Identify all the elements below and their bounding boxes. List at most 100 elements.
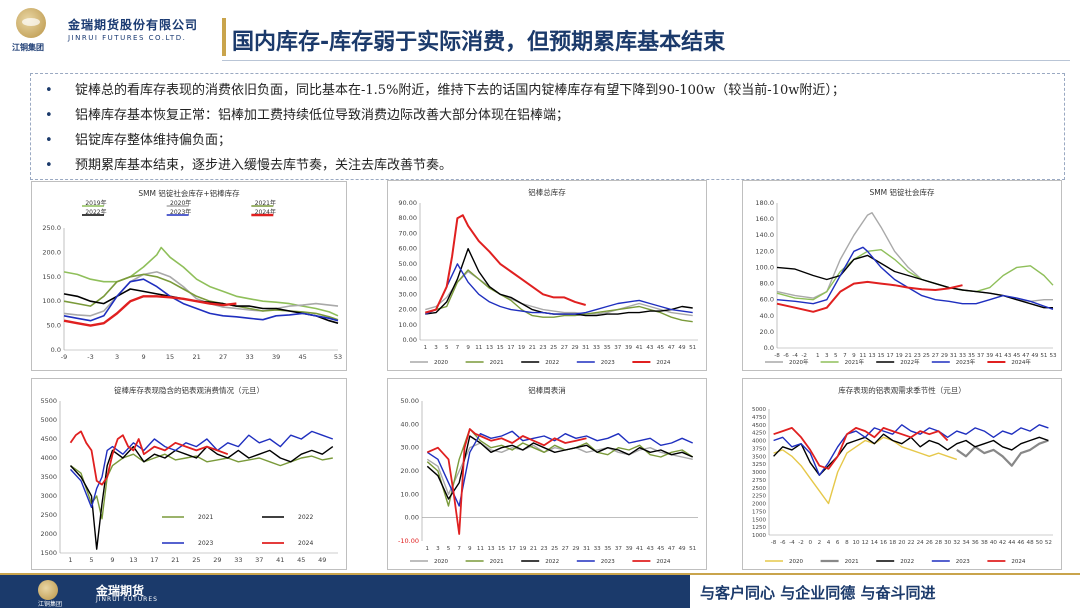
- series-line-2023: [425, 263, 693, 315]
- page-title: 国内库存-库存弱于实际消费，但预期累库基本结束: [232, 30, 726, 55]
- x-tick-label: 38: [981, 540, 989, 546]
- y-tick-label: 50.00: [400, 397, 419, 405]
- x-tick-label: 9: [468, 546, 472, 552]
- x-tick-label: 13: [868, 353, 876, 359]
- y-tick-label: 1250: [752, 525, 766, 531]
- y-tick-label: 80.00: [398, 214, 417, 222]
- y-tick-label: 1500: [752, 517, 766, 523]
- chart-svg: 锭棒库存表现隐含的铝表观消费情况（元旦） 1500 2000 2500 3000 3500…: [40, 385, 338, 564]
- y-tick-label: 3000: [40, 492, 57, 500]
- x-tick-label: 37: [615, 546, 623, 552]
- y-tick-label: 3500: [752, 454, 766, 460]
- y-tick-label: 5000: [40, 416, 57, 424]
- series-line-2020: [773, 436, 958, 505]
- x-tick-label: 33: [234, 556, 242, 564]
- x-tick-label: 51: [689, 546, 697, 552]
- y-tick-label: 50.00: [398, 260, 417, 268]
- chart-title: 库存表现的铝表观需求季节性（元旦）: [838, 385, 966, 395]
- chart-svg: 铝棒周表消 -10.00 0.00 10.00 20.00 30.00 40.00 50.00…: [398, 385, 698, 565]
- x-tick-label: 10: [852, 540, 860, 546]
- x-tick-label: 8: [845, 540, 849, 546]
- x-tick-label: 29: [213, 556, 221, 564]
- series-line-2022: [426, 435, 693, 500]
- x-tick-label: -4: [792, 353, 798, 359]
- y-tick-label: 150.0: [42, 273, 61, 281]
- chart-svg: 库存表现的铝表观需求季节性（元旦）10001250150017502000225…: [752, 385, 1053, 565]
- x-tick-label: 35: [968, 353, 976, 359]
- y-tick-label: 4250: [752, 431, 766, 437]
- bullet-dot-icon: •: [45, 133, 53, 148]
- y-tick-label: 10.00: [400, 490, 419, 498]
- y-tick-label: 3000: [752, 470, 766, 476]
- x-tick-label: 27: [219, 353, 227, 361]
- x-tick-label: 1: [426, 546, 430, 552]
- x-tick-label: 34: [962, 540, 970, 546]
- y-tick-label: 50.0: [47, 322, 61, 330]
- x-tick-label: 52: [1045, 540, 1052, 546]
- logo-group-name: 江铜集团: [12, 43, 44, 52]
- x-tick-label: 25: [192, 556, 200, 564]
- chart-aluminium-bar-weekly-consumption: 铝棒周表消 -10.00 0.00 10.00 20.00 30.00 40.00 50.00…: [387, 378, 707, 570]
- x-tick-label: 7: [456, 345, 460, 351]
- x-tick-label: 3: [115, 353, 119, 361]
- x-tick-label: 33: [593, 345, 601, 351]
- x-tick-label: 49: [318, 556, 326, 564]
- series-line-2024: [425, 214, 586, 314]
- legend-label: 2023: [601, 360, 615, 366]
- x-tick-label: 15: [497, 345, 505, 351]
- x-tick-label: -4: [789, 540, 795, 546]
- y-tick-label: 2250: [752, 494, 766, 500]
- x-tick-label: 49: [678, 345, 686, 351]
- footer-company-name: 金瑞期货: [96, 584, 145, 598]
- x-tick-label: -6: [783, 353, 789, 359]
- legend-label: 2021: [490, 360, 504, 366]
- x-tick-label: 0: [808, 540, 812, 546]
- x-tick-label: 11: [859, 353, 867, 359]
- y-tick-label: -10.00: [398, 537, 419, 545]
- y-tick-label: 3500: [40, 473, 57, 481]
- x-tick-label: -8: [771, 540, 777, 546]
- series-line-2021: [70, 453, 333, 520]
- y-tick-label: 0.00: [403, 336, 417, 344]
- chart-implied-apparent-consumption: 锭棒库存表现隐含的铝表观消费情况（元旦） 1500 2000 2500 3000 3500…: [31, 378, 347, 570]
- x-tick-label: 5: [445, 345, 449, 351]
- chart-title: 铝棒总库存: [528, 187, 566, 197]
- title-divider: [222, 60, 1070, 61]
- x-tick-label: 13: [487, 546, 495, 552]
- logo-company-name: 金瑞期货股份有限公司: [68, 18, 199, 32]
- x-tick-label: -2: [801, 353, 807, 359]
- x-tick-label: 7: [843, 353, 847, 359]
- x-tick-label: 29: [571, 345, 579, 351]
- footer-emblem-icon: [38, 580, 58, 600]
- x-tick-label: 7: [457, 546, 461, 552]
- x-tick-label: 17: [507, 345, 515, 351]
- chart-aluminium-bar-total-inventory: 铝棒总库存 0.00 10.00 20.00 30.00 40.00 50.00 60.00 7…: [387, 180, 707, 371]
- series-line-2023年: [63, 278, 339, 322]
- series-line-2022年: [776, 254, 1053, 309]
- y-tick-label: 3250: [752, 462, 766, 468]
- y-tick-label: 4000: [752, 439, 766, 445]
- y-tick-label: 90.00: [398, 199, 417, 207]
- x-tick-label: 13: [129, 556, 137, 564]
- x-tick-label: -6: [780, 540, 786, 546]
- bullet-item: • 铝锭库存整体维持偏负面；: [45, 128, 1050, 153]
- series-line-2022: [69, 445, 334, 550]
- y-tick-label: 4500: [40, 435, 57, 443]
- series-line-2022: [425, 247, 693, 317]
- bullet-text: 铝锭库存整体维持偏负面；: [75, 133, 232, 148]
- y-tick-label: 140.0: [755, 231, 774, 239]
- x-tick-label: 1: [424, 345, 428, 351]
- x-tick-label: 4: [827, 540, 831, 546]
- x-tick-label: 23: [539, 345, 547, 351]
- legend-label: 2023年: [956, 358, 976, 366]
- legend-label: 2022年: [900, 358, 920, 366]
- y-tick-label: 40.00: [400, 420, 419, 428]
- y-tick-label: 180.0: [755, 199, 774, 207]
- series-line-2022: [773, 433, 1049, 476]
- y-tick-label: 4750: [752, 415, 766, 421]
- y-tick-label: 2500: [752, 486, 766, 492]
- x-tick-label: 51: [1040, 353, 1048, 359]
- y-tick-label: 70.00: [398, 229, 417, 237]
- x-tick-label: 23: [541, 546, 549, 552]
- logo-company-english: JINRUI FUTURES CO.LTD.: [68, 34, 187, 42]
